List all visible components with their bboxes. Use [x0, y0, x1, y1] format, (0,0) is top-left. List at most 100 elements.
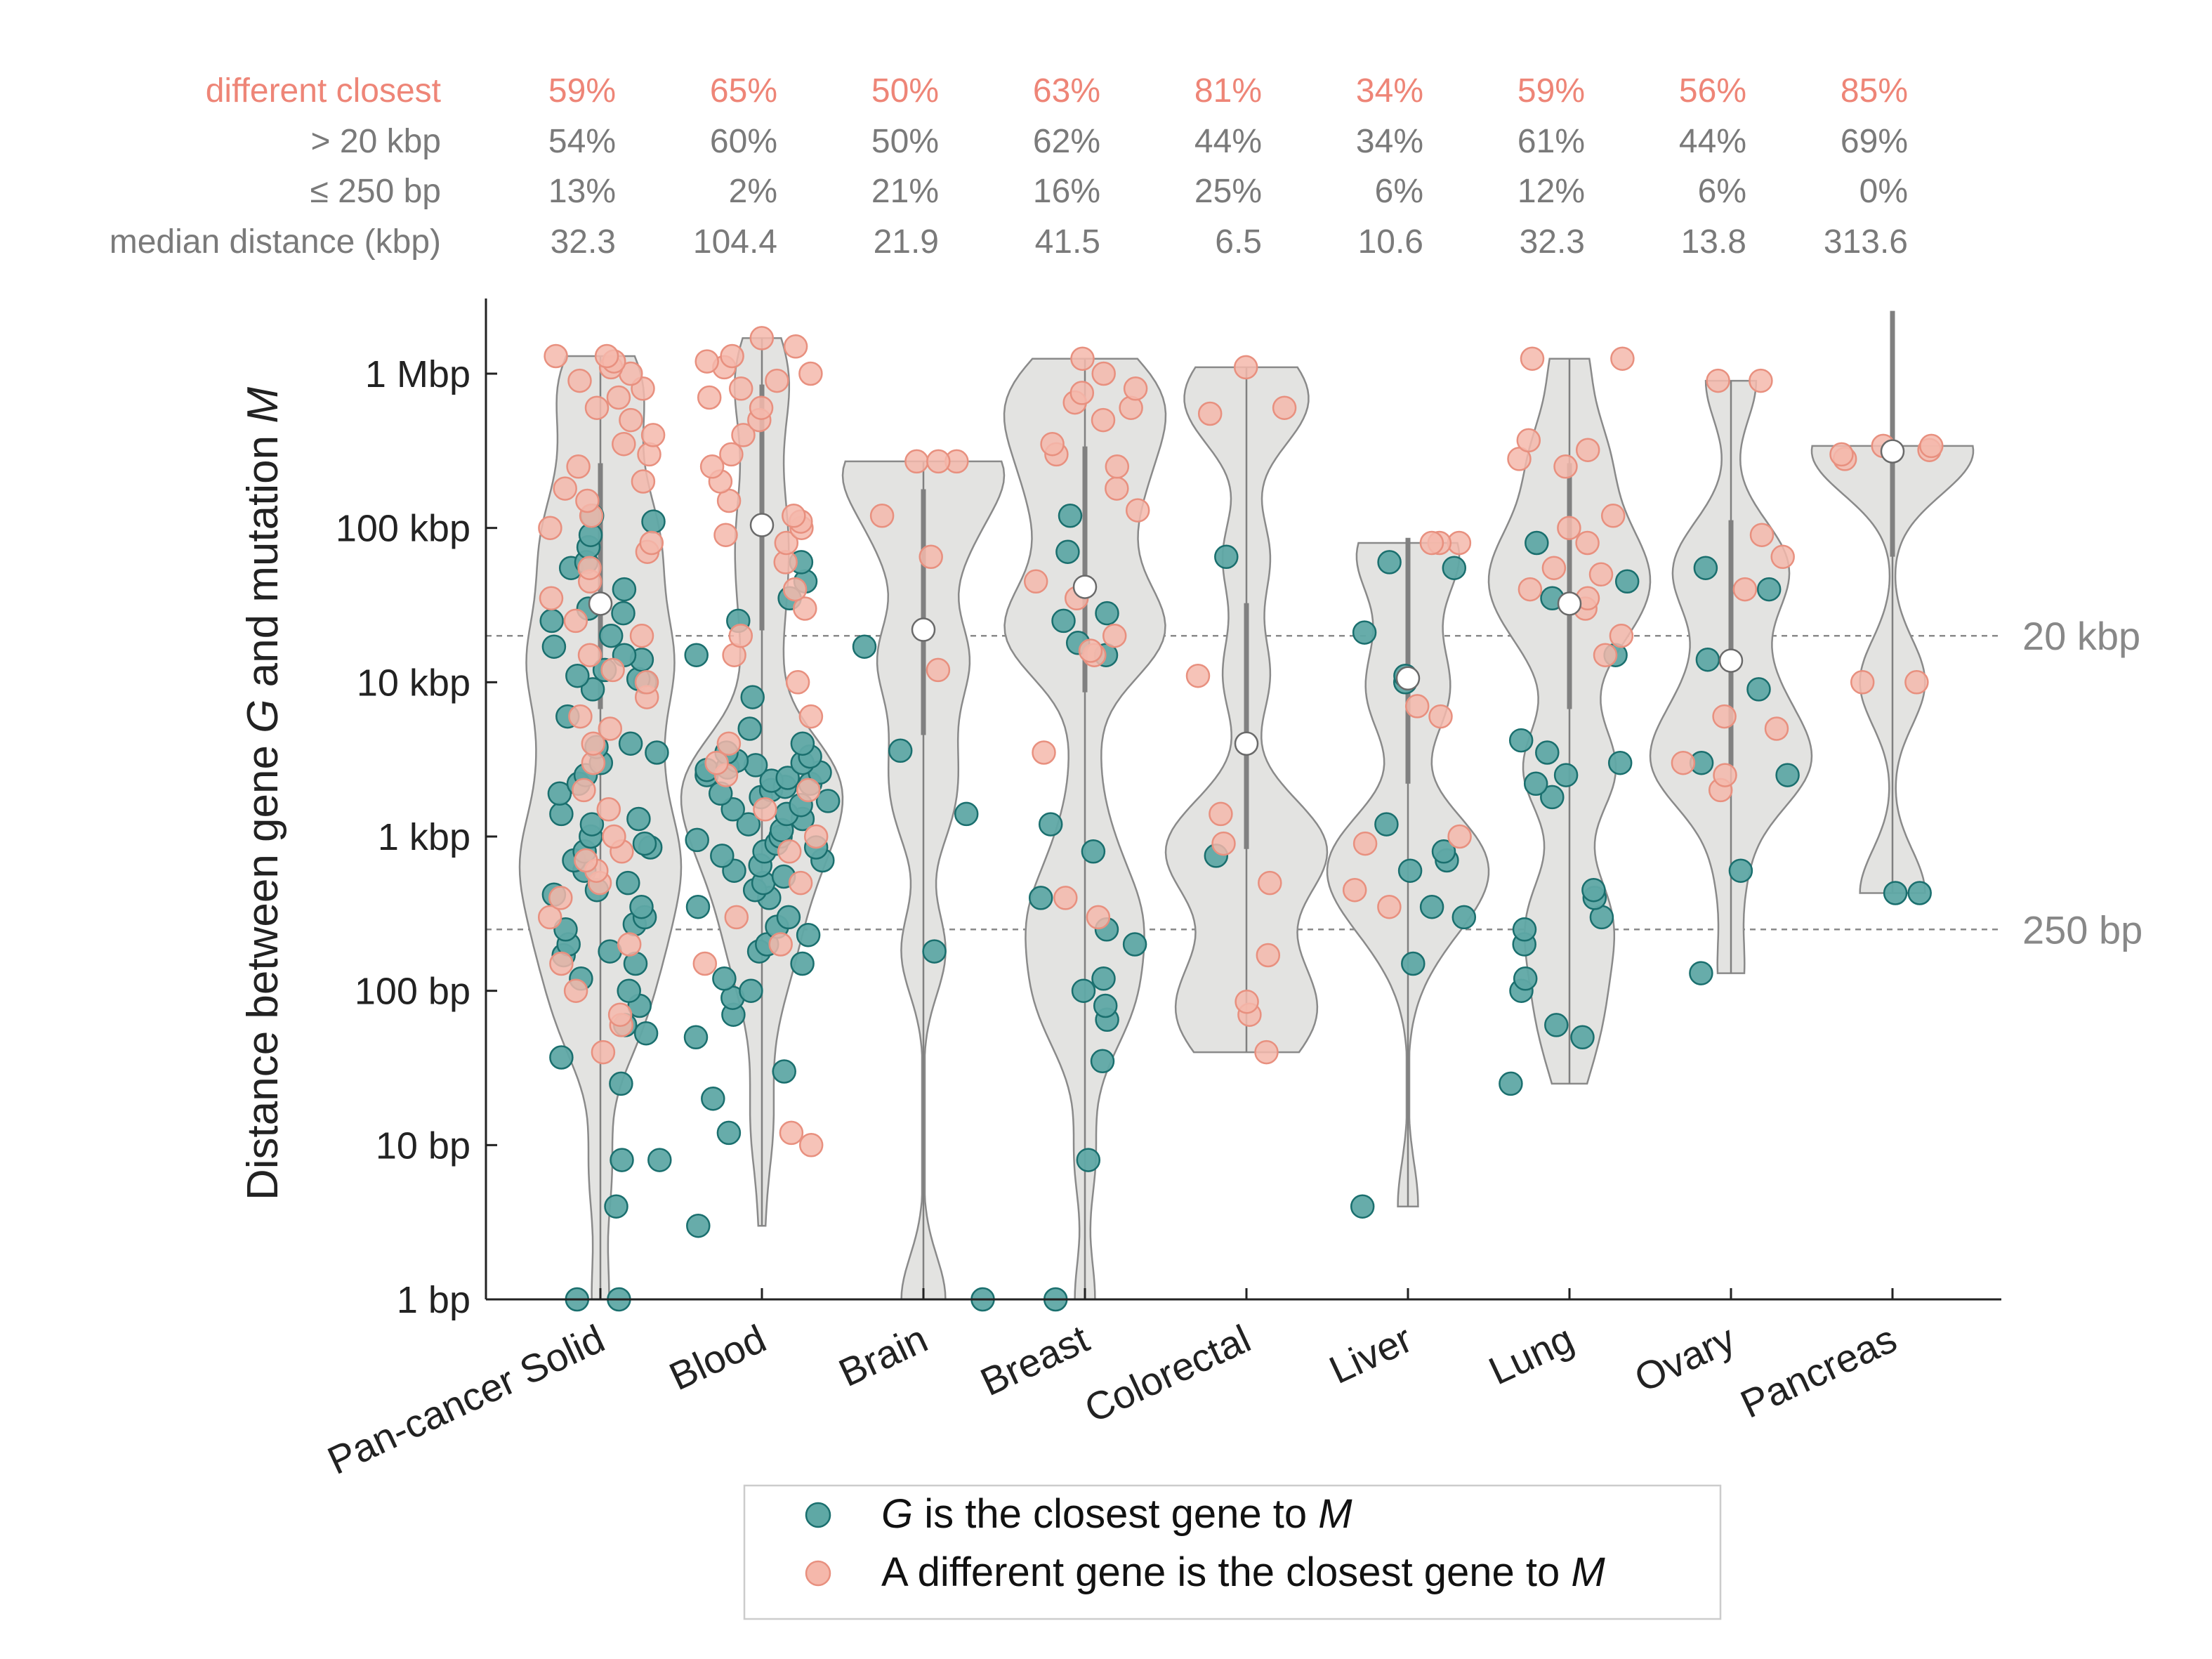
y-axis-label-part: M	[239, 387, 287, 424]
data-point	[1102, 623, 1127, 648]
data-point	[710, 844, 735, 868]
data-point	[600, 657, 625, 683]
data-point	[1919, 433, 1944, 459]
stats-value: 59%	[1518, 72, 1585, 110]
data-point	[720, 343, 744, 369]
data-point	[1593, 643, 1618, 667]
data-point	[774, 530, 799, 556]
stats-value: 2%	[729, 173, 777, 210]
data-point	[954, 801, 979, 827]
stats-value: 6%	[1698, 173, 1746, 210]
data-point	[704, 750, 729, 775]
y-tick-label: 1 Mbp	[365, 353, 470, 395]
legend-label-part: is the closest gene to	[913, 1491, 1318, 1537]
data-point	[1535, 740, 1560, 765]
legend-label-part: M	[1318, 1491, 1352, 1537]
data-point	[685, 894, 711, 919]
data-point	[724, 905, 749, 930]
data-point	[1764, 716, 1789, 741]
median-marker	[749, 513, 775, 537]
data-point	[1058, 504, 1083, 528]
data-point	[852, 634, 877, 659]
stats-value: 65%	[710, 72, 777, 110]
data-point	[537, 905, 562, 930]
data-point	[790, 731, 815, 756]
stats-row-label: different closest	[206, 72, 441, 110]
legend: G is the closest gene to MA different ge…	[743, 1484, 1722, 1620]
x-tick-label: Blood	[663, 1316, 772, 1399]
data-point	[1614, 569, 1640, 594]
data-point	[629, 623, 654, 648]
data-point	[782, 504, 806, 528]
x-tick-label: Lung	[1482, 1316, 1581, 1394]
stats-value: 13%	[548, 173, 616, 210]
data-point	[1377, 550, 1402, 575]
data-point	[607, 1002, 633, 1027]
data-point	[1431, 839, 1456, 864]
data-point	[1523, 771, 1548, 796]
legend-label-part: A different gene is the closest gene to	[881, 1549, 1571, 1595]
data-point	[1557, 516, 1581, 540]
stats-value: 69%	[1841, 123, 1908, 160]
data-point	[1123, 376, 1148, 401]
data-point	[685, 827, 709, 853]
data-point	[1211, 831, 1236, 856]
data-point	[639, 530, 664, 556]
median-marker	[1880, 439, 1905, 464]
data-point	[591, 1040, 616, 1065]
data-point	[1342, 877, 1367, 903]
stats-value: 12%	[1518, 173, 1585, 210]
data-point	[1756, 577, 1782, 602]
data-point	[1607, 750, 1633, 775]
data-point	[1689, 961, 1713, 985]
data-point	[1038, 812, 1063, 837]
data-point	[753, 797, 777, 822]
data-point	[1728, 858, 1753, 883]
y-tick-label: 100 kbp	[336, 508, 470, 550]
data-point	[1516, 428, 1541, 453]
data-point	[640, 423, 666, 447]
legend-label: A different gene is the closest gene to …	[881, 1549, 1605, 1595]
stats-value: 63%	[1033, 72, 1100, 110]
data-point	[926, 449, 951, 474]
data-point	[1071, 978, 1096, 1003]
data-point	[740, 685, 765, 709]
data-point	[686, 1213, 711, 1238]
data-point	[1570, 1025, 1595, 1050]
data-point	[1442, 556, 1467, 580]
data-point	[790, 951, 815, 976]
data-point	[1907, 881, 1932, 905]
legend-label-part: M	[1571, 1549, 1605, 1595]
data-point	[539, 608, 564, 634]
data-point	[785, 670, 810, 695]
data-point	[549, 951, 574, 976]
data-point	[634, 670, 659, 695]
data-point	[617, 932, 642, 957]
data-point	[563, 608, 588, 634]
data-point	[617, 978, 641, 1003]
data-point	[694, 349, 719, 374]
data-point	[1732, 577, 1758, 602]
data-point	[641, 509, 666, 534]
data-point	[1055, 539, 1080, 564]
data-point	[575, 488, 600, 513]
data-point	[772, 1059, 796, 1084]
data-point	[1829, 442, 1854, 467]
stats-value: 44%	[1679, 123, 1746, 160]
data-point	[798, 361, 823, 386]
data-point	[728, 623, 753, 648]
data-point	[713, 523, 738, 547]
stats-value: 41.5	[1035, 223, 1100, 261]
data-point	[1610, 346, 1635, 371]
data-point	[1553, 763, 1579, 787]
data-point	[1350, 1194, 1375, 1219]
data-point	[798, 704, 824, 729]
stats-value: 56%	[1679, 72, 1746, 110]
data-point	[1235, 989, 1259, 1014]
data-point	[1069, 381, 1095, 405]
data-point	[1575, 438, 1600, 462]
data-point	[1374, 812, 1399, 837]
data-point	[1256, 943, 1281, 968]
data-point	[1032, 740, 1056, 765]
data-point	[719, 442, 744, 467]
